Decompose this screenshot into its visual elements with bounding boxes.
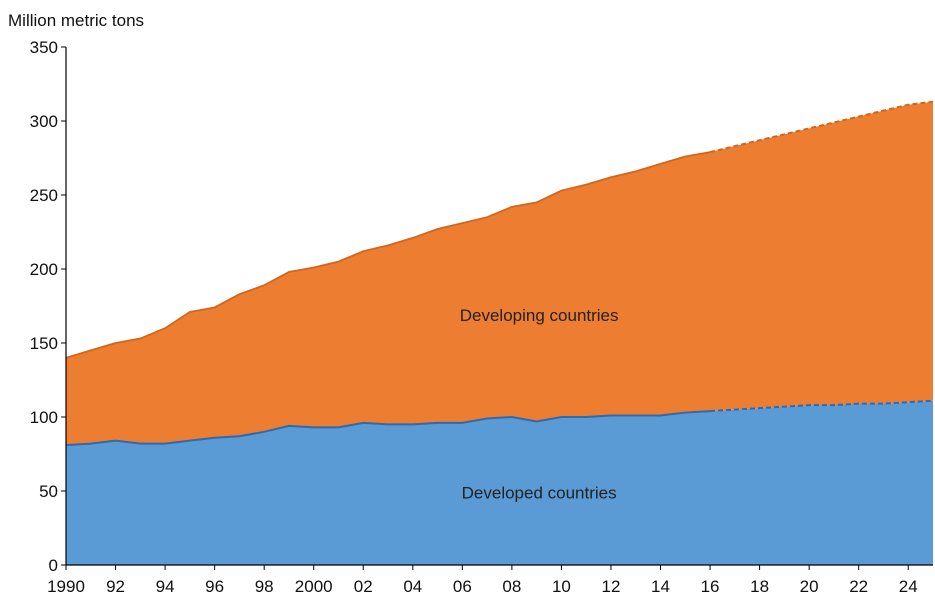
x-tick-label: 08: [502, 577, 521, 596]
y-tick-label: 100: [30, 408, 58, 427]
y-tick-label: 0: [49, 556, 58, 575]
y-tick-label: 150: [30, 334, 58, 353]
y-axis-ticks: 0 50 100 150 200 250 300 350: [30, 38, 66, 575]
boundary-lines: [65, 100, 934, 447]
x-tick-label: 04: [403, 577, 422, 596]
x-tick-label: 14: [651, 577, 670, 596]
x-tick-label: 12: [602, 577, 621, 596]
axes: [65, 47, 933, 566]
series-label-developed: Developed countries: [462, 483, 617, 502]
x-tick-label: 16: [701, 577, 720, 596]
series-label-developing: Developing countries: [460, 306, 619, 325]
x-tick-label: 98: [255, 577, 274, 596]
x-tick-label: 10: [552, 577, 571, 596]
y-tick-label: 350: [30, 38, 58, 57]
x-tick-label: 02: [354, 577, 373, 596]
x-tick-label: 1990: [47, 577, 85, 596]
x-tick-label: 20: [800, 577, 819, 596]
x-tick-label: 06: [453, 577, 472, 596]
x-tick-label: 24: [899, 577, 918, 596]
x-tick-label: 96: [205, 577, 224, 596]
total-line-historical: [65, 151, 711, 359]
x-tick-label: 92: [106, 577, 125, 596]
y-tick-label: 250: [30, 186, 58, 205]
area-developed-countries: [66, 400, 933, 565]
x-tick-label: 22: [849, 577, 868, 596]
y-tick-label: 50: [39, 482, 58, 501]
y-tick-label: 200: [30, 260, 58, 279]
x-tick-label: 94: [156, 577, 175, 596]
x-tick-label: 2000: [295, 577, 333, 596]
developed-line-projection: [709, 399, 934, 413]
y-tick-label: 300: [30, 112, 58, 131]
total-line-projection: [709, 100, 934, 154]
x-tick-label: 18: [750, 577, 769, 596]
area-layers: [66, 101, 933, 565]
developed-line-historical: [65, 410, 711, 447]
area-developing-countries: [66, 101, 933, 446]
x-axis-ticks: 1990 92 94 96 98 2000 02 04 06 08 10 12 14 16 18 20 22 24: [47, 565, 918, 596]
y-axis-title: Million metric tons: [8, 11, 144, 30]
